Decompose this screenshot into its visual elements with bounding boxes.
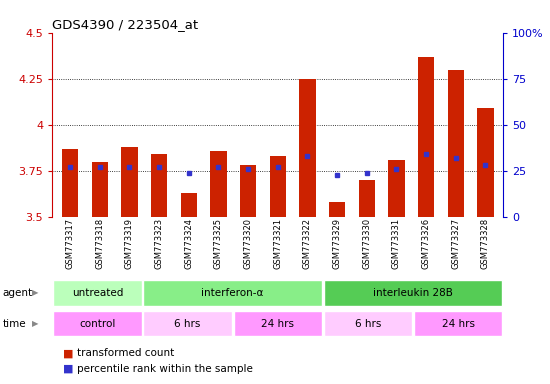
- Bar: [477, 108, 493, 217]
- Bar: [62, 149, 78, 217]
- Text: ■: ■: [63, 348, 74, 358]
- Bar: [299, 79, 316, 217]
- Bar: [91, 162, 108, 217]
- Text: 6 hrs: 6 hrs: [355, 318, 381, 329]
- Bar: [418, 56, 434, 217]
- Text: interferon-α: interferon-α: [201, 288, 264, 298]
- Text: 24 hrs: 24 hrs: [261, 318, 294, 329]
- Bar: [144, 280, 322, 306]
- Bar: [324, 280, 502, 306]
- Text: interleukin 28B: interleukin 28B: [373, 288, 453, 298]
- Bar: [53, 280, 141, 306]
- Text: ▶: ▶: [32, 319, 39, 328]
- Bar: [448, 70, 464, 217]
- Text: ■: ■: [63, 364, 74, 374]
- Text: time: time: [3, 318, 26, 329]
- Bar: [359, 180, 375, 217]
- Bar: [144, 311, 232, 336]
- Text: ▶: ▶: [32, 288, 39, 297]
- Bar: [210, 151, 227, 217]
- Bar: [414, 311, 502, 336]
- Bar: [53, 311, 141, 336]
- Bar: [121, 147, 138, 217]
- Text: GDS4390 / 223504_at: GDS4390 / 223504_at: [52, 18, 199, 31]
- Text: agent: agent: [3, 288, 33, 298]
- Bar: [234, 311, 322, 336]
- Bar: [240, 166, 256, 217]
- Text: control: control: [79, 318, 116, 329]
- Text: transformed count: transformed count: [77, 348, 174, 358]
- Bar: [270, 156, 286, 217]
- Bar: [388, 160, 405, 217]
- Bar: [324, 311, 412, 336]
- Text: 24 hrs: 24 hrs: [442, 318, 475, 329]
- Text: 6 hrs: 6 hrs: [174, 318, 201, 329]
- Bar: [329, 202, 345, 217]
- Bar: [180, 193, 197, 217]
- Bar: [151, 154, 167, 217]
- Text: percentile rank within the sample: percentile rank within the sample: [77, 364, 253, 374]
- Text: untreated: untreated: [72, 288, 123, 298]
